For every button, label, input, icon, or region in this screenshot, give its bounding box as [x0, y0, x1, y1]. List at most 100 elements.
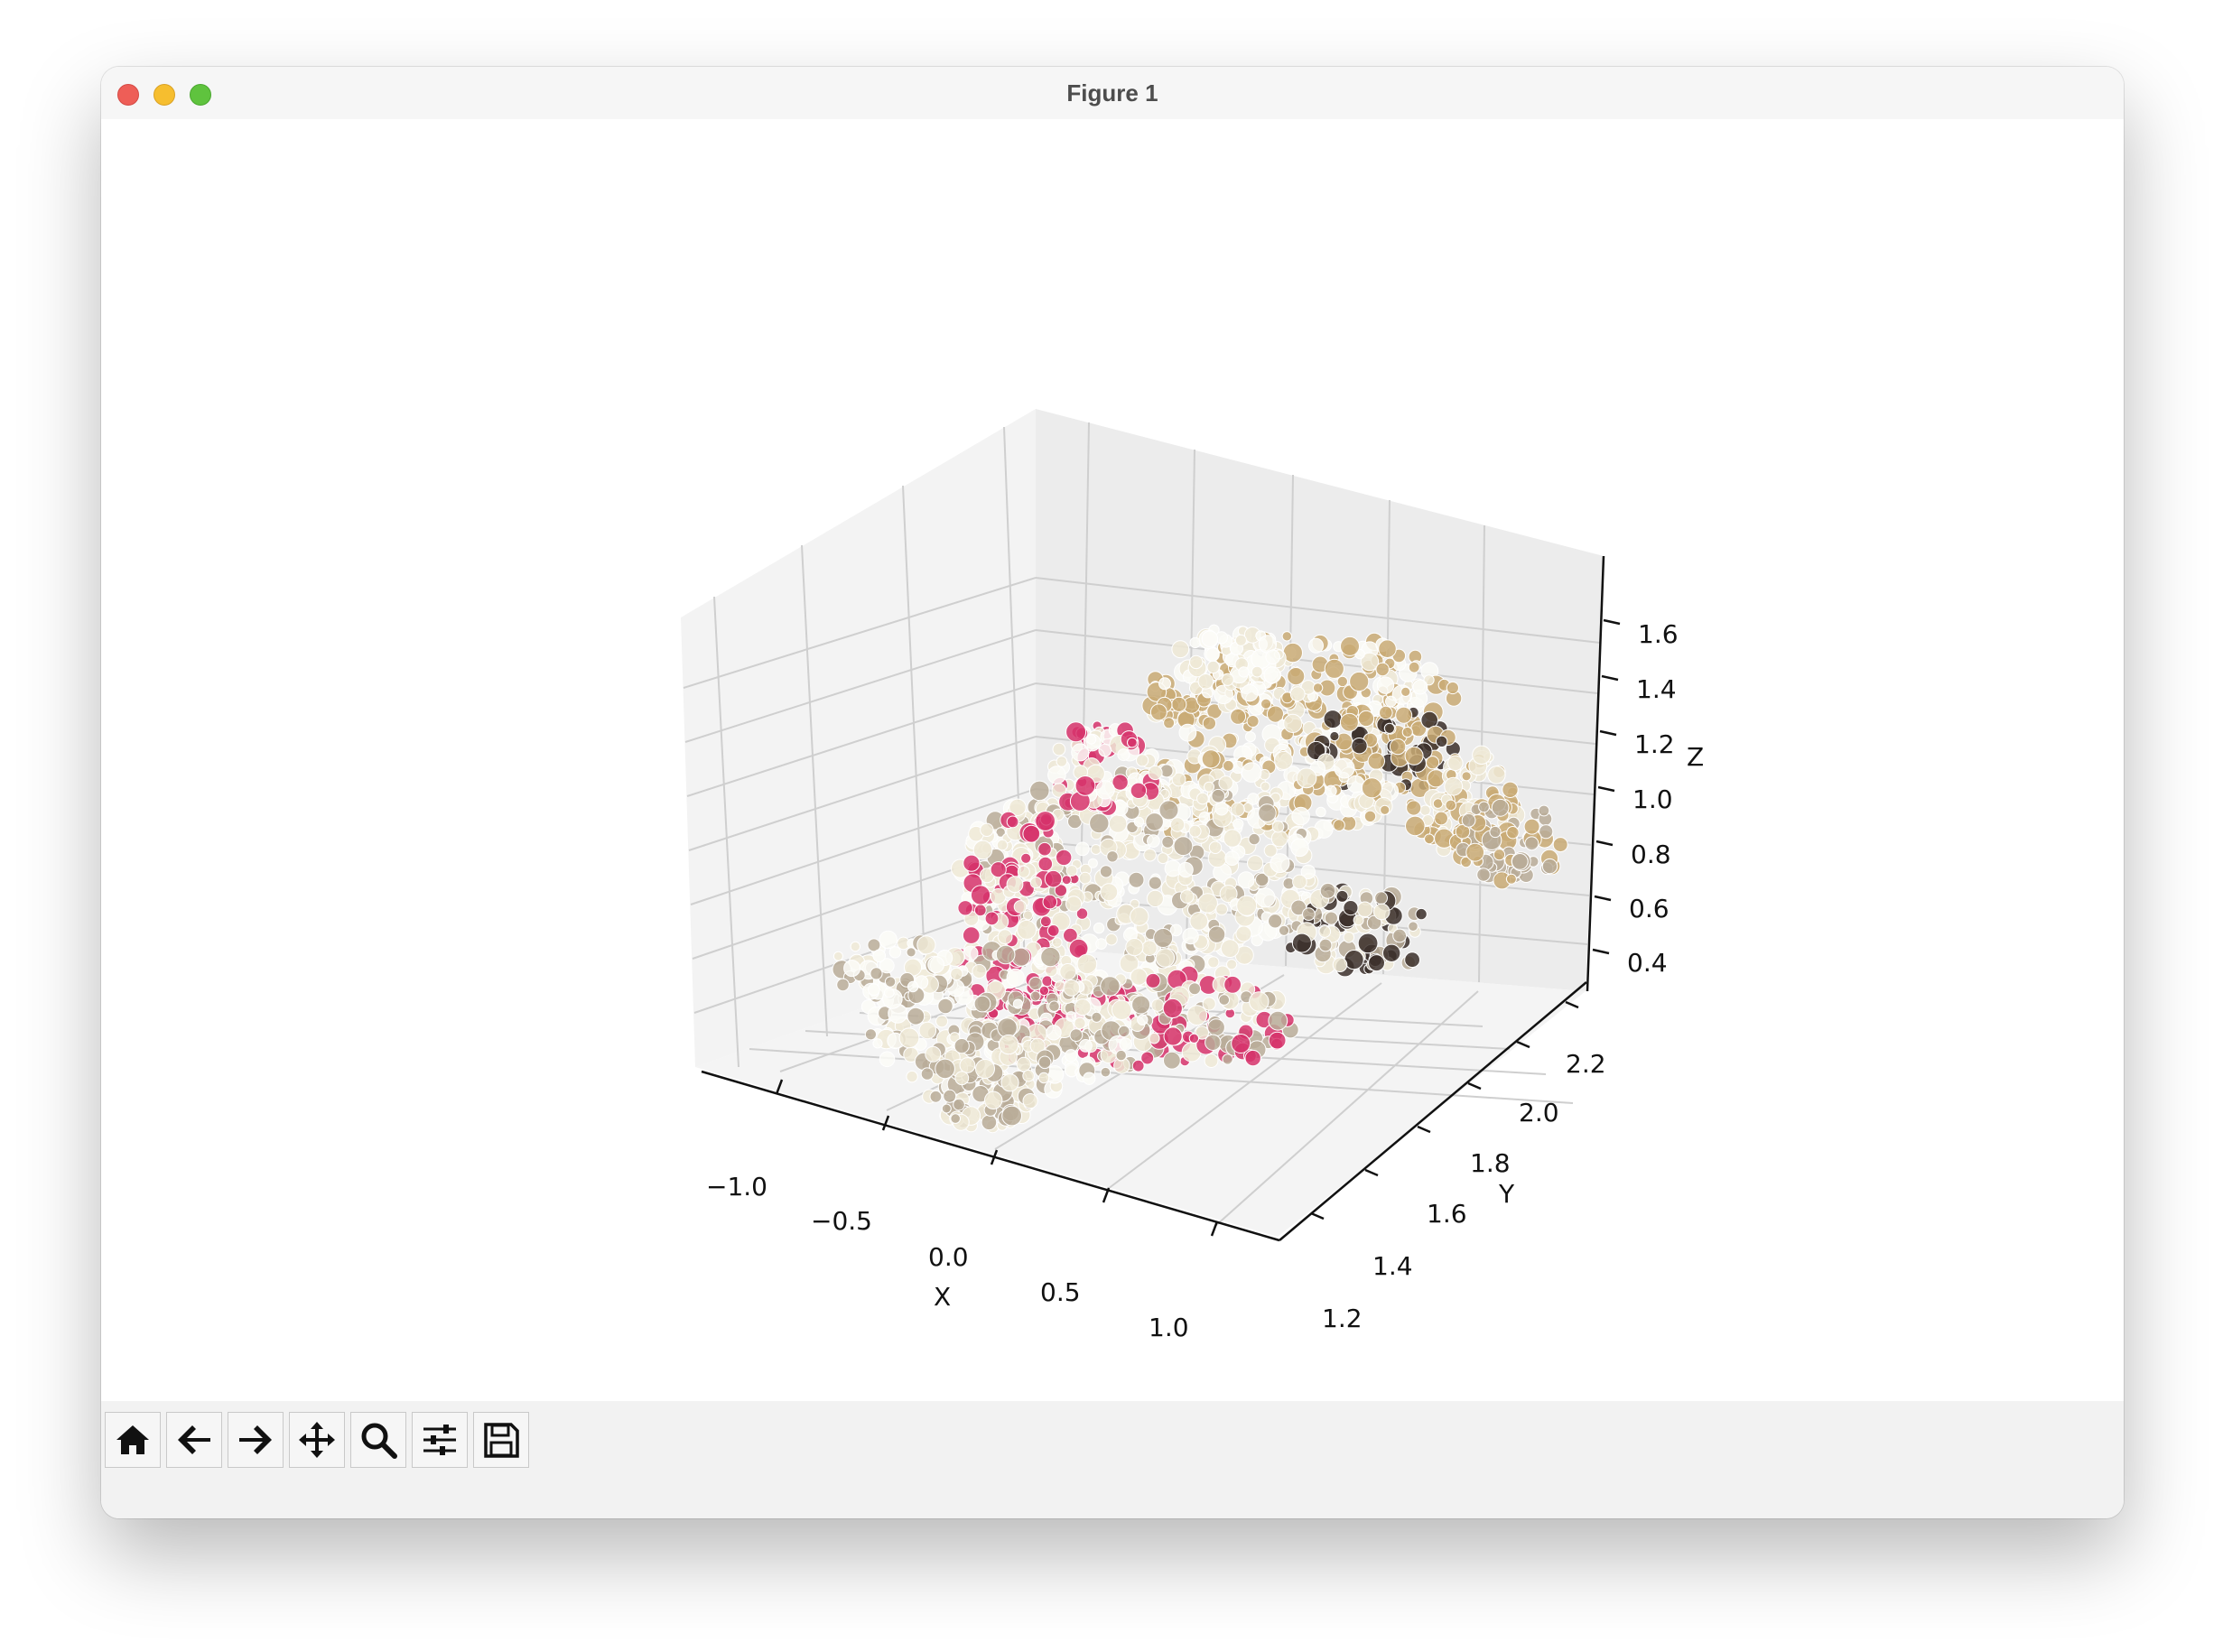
scatter-point	[1434, 811, 1448, 826]
scatter-point	[1046, 1025, 1062, 1041]
scatter-point	[1415, 907, 1428, 921]
scatter-point	[1188, 1033, 1200, 1044]
scatter-point	[1230, 802, 1245, 817]
scatter-point	[1205, 647, 1220, 662]
scatter-point	[1182, 927, 1199, 945]
scatter-point	[1093, 922, 1105, 934]
scatter-point	[998, 1034, 1019, 1055]
scatter-point	[1408, 661, 1420, 673]
close-window-button[interactable]	[117, 84, 139, 106]
scatter-point	[1260, 698, 1272, 710]
maximize-window-button[interactable]	[190, 84, 211, 106]
scatter-point	[1178, 723, 1197, 742]
scatter-point	[1201, 749, 1221, 769]
forward-button[interactable]	[228, 1412, 284, 1468]
scatter-point	[1356, 901, 1373, 918]
scatter-point	[1367, 752, 1386, 770]
x-tick-mark	[1102, 1187, 1111, 1203]
3d-axes[interactable]: −1.0 −0.5 0.0 0.5 1.0 1.2 1.4 1.6 1.8 2.…	[101, 119, 2124, 1401]
scatter-point	[1137, 1014, 1149, 1026]
y-tick-mark	[1417, 1125, 1431, 1134]
scatter-point	[1389, 738, 1407, 756]
scatter-point	[1283, 713, 1303, 734]
scatter-point	[1218, 994, 1231, 1006]
scatter-point	[1265, 649, 1280, 665]
home-button[interactable]	[105, 1412, 161, 1468]
scatter-point	[1329, 730, 1340, 742]
scatter-point	[1271, 820, 1285, 833]
scatter-point	[1125, 938, 1144, 957]
x-tick-mark	[1210, 1220, 1219, 1237]
minimize-window-button[interactable]	[153, 84, 175, 106]
scatter-point	[1465, 842, 1485, 862]
scatter-point	[981, 1114, 998, 1131]
scatter-point	[1001, 1105, 1022, 1127]
scatter-point	[963, 945, 979, 961]
plot-canvas[interactable]: −1.0 −0.5 0.0 0.5 1.0 1.2 1.4 1.6 1.8 2.…	[101, 119, 2124, 1401]
configure-subplots-button[interactable]	[412, 1412, 468, 1468]
scatter-point	[1541, 858, 1558, 875]
scatter-point	[1248, 832, 1260, 846]
scatter-point	[1427, 769, 1446, 788]
scatter-point	[907, 1007, 925, 1026]
scatter-point	[1538, 804, 1550, 817]
scatter-point	[1552, 837, 1568, 853]
scatter-point	[1241, 762, 1262, 783]
scatter-point	[1091, 1011, 1102, 1023]
scatter-point	[906, 1070, 918, 1083]
x-tick-label: −0.5	[811, 1206, 872, 1236]
scatter-point	[927, 956, 944, 973]
scatter-point	[1207, 925, 1226, 943]
scatter-point	[1186, 1005, 1208, 1026]
arrow-right-icon	[239, 1425, 272, 1454]
x-tick-mark	[775, 1079, 784, 1095]
scatter-point	[997, 929, 1013, 945]
y-tick-label: 1.8	[1470, 1148, 1511, 1178]
scatter-point	[1404, 746, 1424, 766]
scatter-point	[1383, 722, 1396, 734]
scatter-point	[1029, 877, 1043, 889]
scatter-point	[1291, 806, 1310, 826]
scatter-point	[1198, 812, 1211, 823]
scatter-point	[870, 967, 883, 980]
scatter-point	[1059, 963, 1077, 980]
figure-window: Figure 1	[101, 67, 2124, 1518]
scatter-point	[925, 1045, 942, 1063]
scatter-point	[1218, 775, 1233, 791]
z-tick-mark	[1603, 618, 1621, 626]
scatter-point	[1155, 948, 1176, 968]
scatter-point	[1017, 919, 1037, 940]
scatter-point	[935, 1058, 955, 1080]
scatter-point	[1037, 1072, 1050, 1084]
scatter-point	[1235, 925, 1252, 942]
scatter-point	[950, 1113, 962, 1124]
scatter-point	[1289, 686, 1306, 702]
scatter-point	[850, 941, 860, 952]
scatter-point	[1230, 708, 1247, 725]
scatter-point	[1100, 1066, 1112, 1078]
scatter-point	[879, 1051, 896, 1068]
scatter-point	[907, 980, 919, 993]
x-tick-label: −1.0	[706, 1172, 767, 1202]
scatter-point	[1061, 875, 1072, 886]
scatter-point	[1106, 850, 1119, 863]
zoom-button[interactable]	[350, 1412, 406, 1468]
scatter-point	[1100, 976, 1121, 997]
z-tick-mark	[1599, 729, 1617, 737]
back-button[interactable]	[166, 1412, 222, 1468]
scatter-point	[1000, 1073, 1019, 1092]
scatter-point	[1424, 833, 1435, 845]
scatter-point	[898, 1027, 920, 1049]
scatter-point	[984, 1091, 1003, 1110]
scatter-point	[1343, 932, 1355, 943]
save-figure-button[interactable]	[473, 1412, 529, 1468]
scatter-point	[1385, 695, 1397, 708]
scatter-point	[1308, 637, 1324, 654]
scatter-point	[962, 926, 981, 944]
y-tick-label: 1.2	[1322, 1304, 1363, 1333]
pan-button[interactable]	[289, 1412, 345, 1468]
scatter-point	[953, 1098, 965, 1111]
scatter-point	[1173, 836, 1194, 857]
scatter-point	[1071, 743, 1090, 762]
sliders-icon	[423, 1425, 456, 1455]
